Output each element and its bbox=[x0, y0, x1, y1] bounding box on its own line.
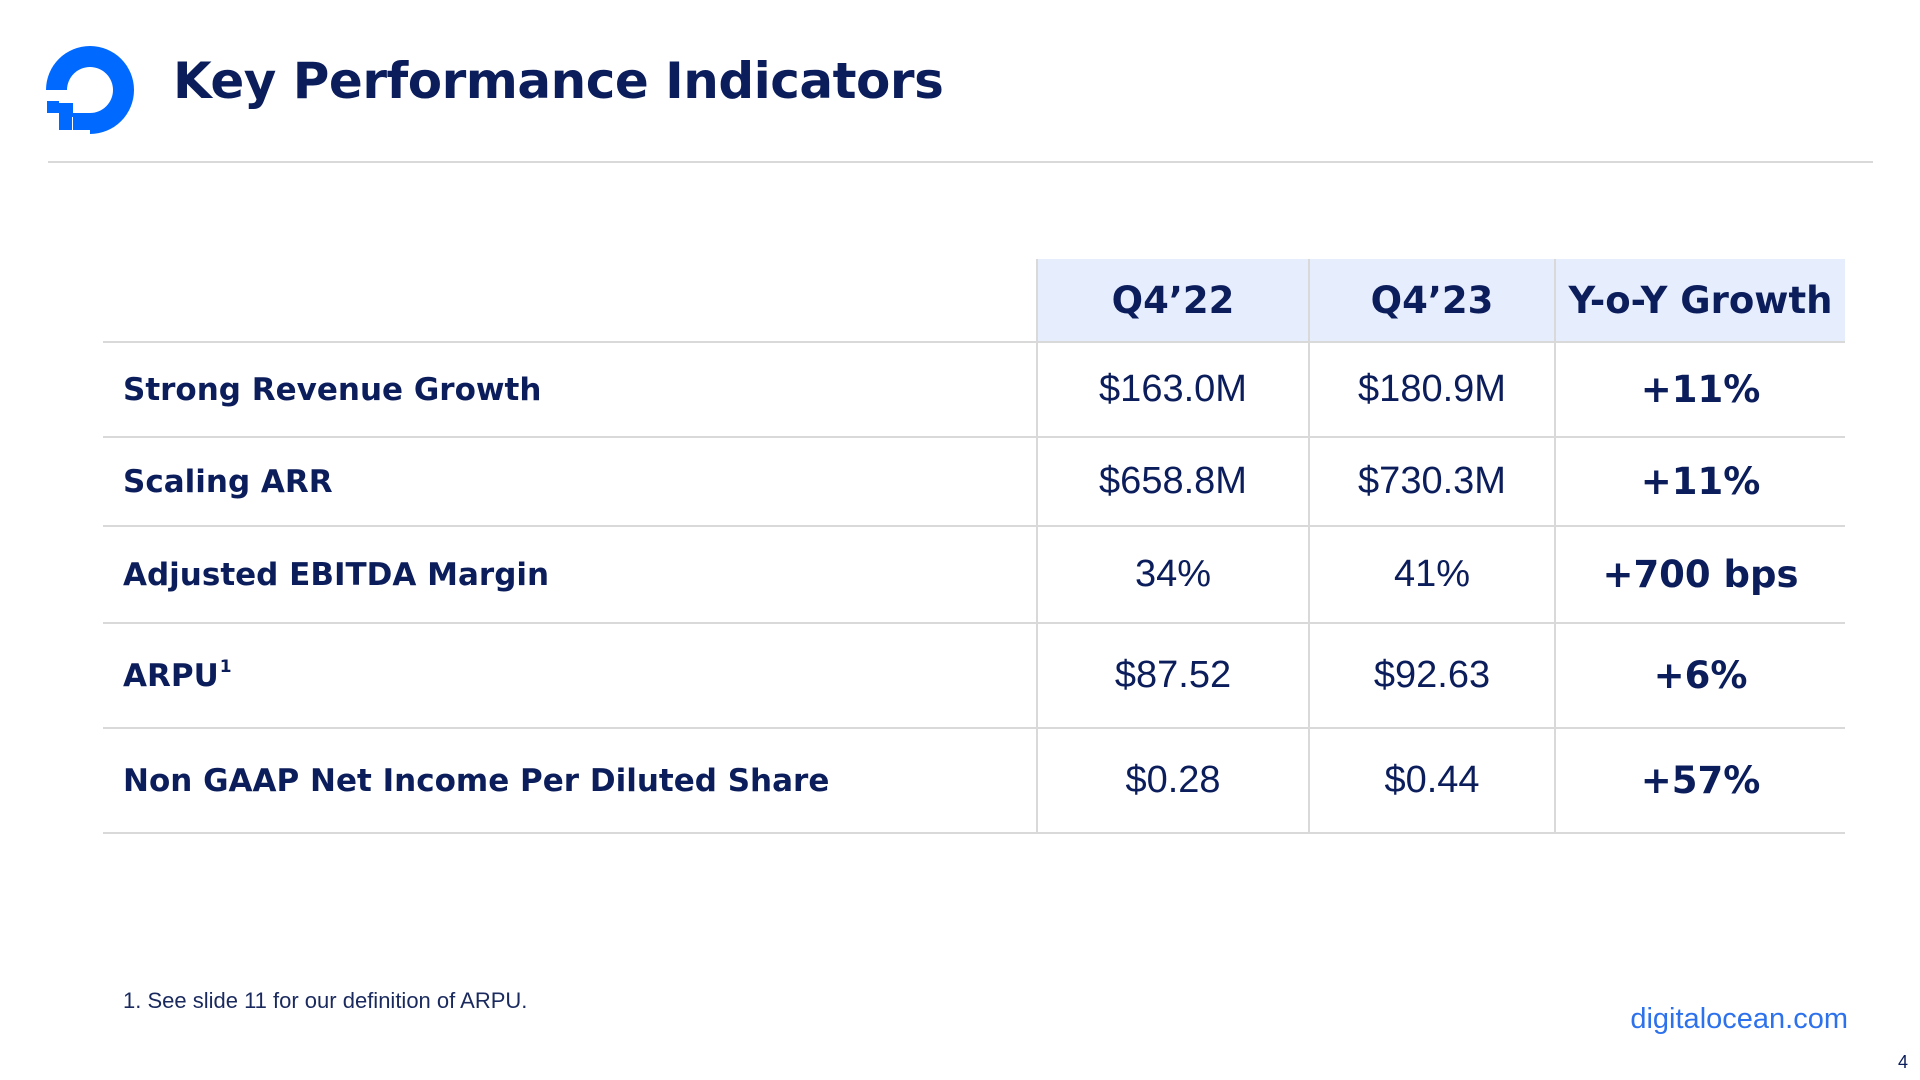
table-row: Strong Revenue Growth $163.0M $180.9M +1… bbox=[103, 342, 1845, 438]
value-q4-23: $180.9M bbox=[1308, 342, 1555, 438]
row-label: Adjusted EBITDA Margin bbox=[103, 526, 1037, 624]
value-q4-22: $658.8M bbox=[1036, 437, 1309, 527]
value-q4-22: 34% bbox=[1036, 526, 1309, 624]
header-q4-23: Q4’23 bbox=[1308, 259, 1555, 343]
row-label: ARPU1 bbox=[103, 623, 1037, 729]
table-row: ARPU1 $87.52 $92.63 +6% bbox=[103, 623, 1845, 729]
footnote-marker: 1 bbox=[219, 657, 232, 677]
slide-title: Key Performance Indicators bbox=[173, 52, 944, 110]
row-label: Scaling ARR bbox=[103, 437, 1037, 527]
value-growth: +11% bbox=[1554, 342, 1845, 438]
table-row: Scaling ARR $658.8M $730.3M +11% bbox=[103, 437, 1845, 527]
header-yoy-growth: Y-o-Y Growth bbox=[1554, 259, 1845, 343]
value-growth: +57% bbox=[1554, 728, 1845, 834]
table-header-row: Q4’22 Q4’23 Y-o-Y Growth bbox=[103, 259, 1845, 343]
header-q4-22: Q4’22 bbox=[1036, 259, 1309, 343]
value-q4-22: $87.52 bbox=[1036, 623, 1309, 729]
value-q4-22: $0.28 bbox=[1036, 728, 1309, 834]
value-q4-22: $163.0M bbox=[1036, 342, 1309, 438]
row-label-text: ARPU bbox=[123, 658, 219, 694]
row-label: Strong Revenue Growth bbox=[103, 342, 1037, 438]
page-number: 4 bbox=[1897, 1052, 1908, 1072]
value-q4-23: $92.63 bbox=[1308, 623, 1555, 729]
website-link[interactable]: digitalocean.com bbox=[1630, 1003, 1848, 1035]
value-q4-23: $0.44 bbox=[1308, 728, 1555, 834]
footnote-text: 1. See slide 11 for our definition of AR… bbox=[123, 988, 528, 1013]
digitalocean-logo-icon bbox=[46, 46, 134, 134]
value-growth: +6% bbox=[1554, 623, 1845, 729]
table-row: Non GAAP Net Income Per Diluted Share $0… bbox=[103, 728, 1845, 834]
header-blank-cell bbox=[103, 259, 1037, 343]
title-divider bbox=[48, 161, 1873, 163]
value-q4-23: 41% bbox=[1308, 526, 1555, 624]
value-growth: +11% bbox=[1554, 437, 1845, 527]
row-label: Non GAAP Net Income Per Diluted Share bbox=[103, 728, 1037, 834]
kpi-table: Q4’22 Q4’23 Y-o-Y Growth Strong Revenue … bbox=[103, 259, 1845, 834]
value-q4-23: $730.3M bbox=[1308, 437, 1555, 527]
table-row: Adjusted EBITDA Margin 34% 41% +700 bps bbox=[103, 526, 1845, 624]
value-growth: +700 bps bbox=[1554, 526, 1845, 624]
